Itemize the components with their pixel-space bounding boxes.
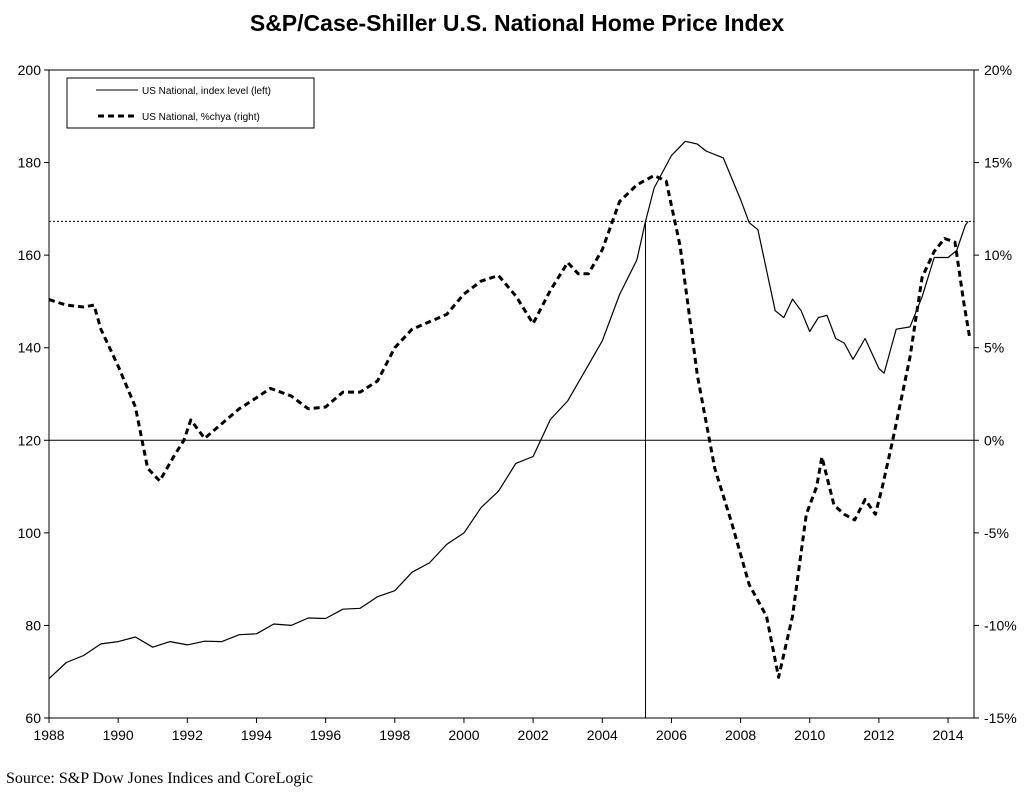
legend-label-index: US National, index level (left) bbox=[142, 86, 271, 97]
right-tick-label: -10% bbox=[984, 617, 1017, 633]
series-chya-line bbox=[48, 174, 971, 679]
x-tick-label: 1992 bbox=[172, 727, 203, 743]
x-tick-label: 1994 bbox=[241, 727, 272, 743]
plot-area-frame bbox=[48, 69, 975, 719]
right-tick-label: -5% bbox=[984, 525, 1009, 541]
right-axis: -15% -10% -5% 0% 5% 10% 15% 20% bbox=[974, 62, 1017, 726]
x-tick-label: 2012 bbox=[863, 727, 894, 743]
left-tick-label: 140 bbox=[18, 340, 42, 356]
left-tick-label: 80 bbox=[25, 617, 41, 633]
x-tick-label: 2008 bbox=[725, 727, 756, 743]
chart-title: S&P/Case-Shiller U.S. National Home Pric… bbox=[249, 10, 785, 36]
left-axis: 60 80 100 120 140 160 180 200 bbox=[18, 62, 49, 726]
x-tick-label: 1990 bbox=[103, 727, 134, 743]
x-tick-label: 2000 bbox=[448, 727, 479, 743]
x-tick-label: 2010 bbox=[794, 727, 825, 743]
series-group bbox=[48, 140, 971, 680]
left-tick-label: 120 bbox=[18, 432, 42, 448]
reference-lines bbox=[49, 220, 974, 718]
legend: US National, index level (left) US Natio… bbox=[66, 77, 315, 129]
chart: 60 80 100 120 140 160 180 200 -15% -10% -5% 0% 5% 10… bbox=[18, 62, 1017, 743]
left-tick-label: 160 bbox=[18, 247, 42, 263]
x-tick-label: 2004 bbox=[587, 727, 618, 743]
x-tick-label: 2014 bbox=[932, 727, 963, 743]
source-note: Source: S&P Dow Jones Indices and CoreLo… bbox=[6, 770, 313, 787]
x-axis: 1988 1990 1992 1994 1996 1998 2000 2002 2004 2006… bbox=[33, 718, 964, 743]
right-tick-label: 5% bbox=[984, 340, 1004, 356]
legend-box bbox=[66, 77, 315, 129]
right-tick-label: -15% bbox=[984, 710, 1017, 726]
series-index-line bbox=[48, 140, 969, 680]
right-tick-label: 0% bbox=[984, 432, 1004, 448]
left-tick-label: 100 bbox=[18, 525, 42, 541]
x-tick-label: 1998 bbox=[379, 727, 410, 743]
left-tick-label: 200 bbox=[18, 62, 42, 78]
x-tick-label: 1996 bbox=[310, 727, 341, 743]
right-tick-label: 20% bbox=[984, 62, 1012, 78]
right-tick-label: 15% bbox=[984, 155, 1012, 171]
left-tick-label: 60 bbox=[25, 710, 41, 726]
x-tick-label: 2002 bbox=[518, 727, 549, 743]
legend-label-chya: US National, %chya (right) bbox=[142, 112, 260, 123]
right-tick-label: 10% bbox=[984, 247, 1012, 263]
left-tick-label: 180 bbox=[18, 155, 42, 171]
x-tick-label: 2006 bbox=[656, 727, 687, 743]
x-tick-label: 1988 bbox=[33, 727, 64, 743]
